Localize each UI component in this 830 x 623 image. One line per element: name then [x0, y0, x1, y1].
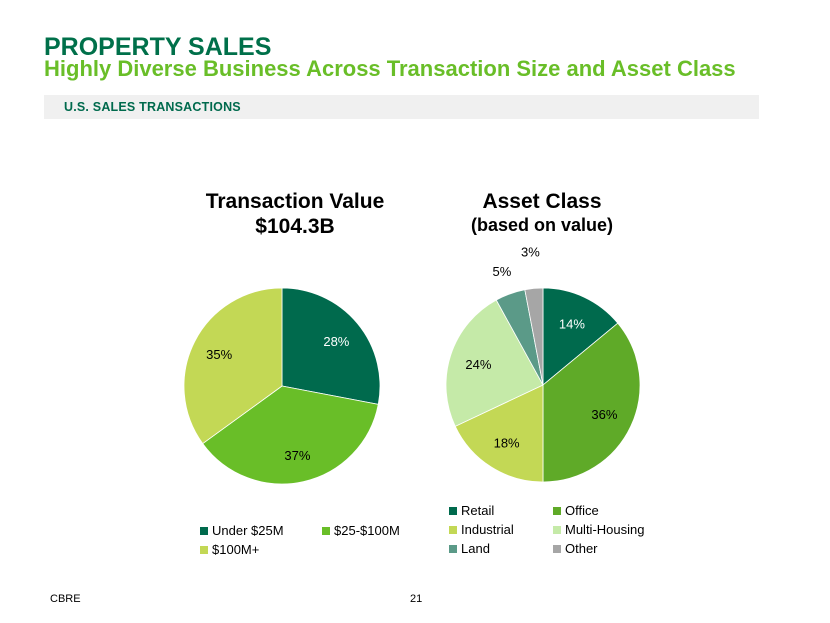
pie-slice [445, 299, 544, 427]
legend-swatch [200, 545, 208, 554]
legend-transaction-value: Under $25M $25-$100M $100M+ [200, 522, 442, 558]
legend-item: Under $25M [200, 522, 322, 539]
legend-item: Retail [449, 502, 553, 519]
pie-slice [524, 287, 544, 386]
pie-data-label: 36% [591, 407, 617, 422]
pie-data-label: 37% [284, 448, 310, 463]
pie-slice [542, 287, 619, 386]
pie-slice [202, 385, 379, 485]
chart-title-line: Transaction Value [205, 190, 385, 213]
legend-swatch [553, 506, 561, 515]
legend-label: $25-$100M [334, 523, 400, 538]
page-number: 21 [410, 593, 423, 605]
page-title: PROPERTY SALES [44, 33, 272, 61]
chart-subtitle-line: $104.3B [255, 215, 335, 238]
legend-swatch [449, 506, 457, 515]
pie-data-label: 35% [206, 347, 232, 362]
page-subtitle: Highly Diverse Business Across Transacti… [44, 56, 736, 81]
section-header-bar: U.S. SALES TRANSACTIONS [44, 95, 759, 119]
pie-data-label: 5% [493, 264, 512, 279]
legend-label: Industrial [461, 522, 514, 537]
legend-item: Multi-Housing [553, 521, 673, 538]
legend-item: Other [553, 540, 673, 557]
pie-data-label: 18% [494, 435, 520, 450]
pie-slice [183, 287, 283, 445]
pie-slice [542, 322, 641, 483]
pie-data-label: 24% [465, 357, 491, 372]
section-label: U.S. SALES TRANSACTIONS [64, 100, 241, 114]
legend-item: Industrial [449, 521, 553, 538]
chart-title-line: Asset Class [482, 190, 602, 213]
pie-slice [454, 384, 544, 483]
legend-label: Retail [461, 503, 495, 518]
legend-swatch [449, 525, 457, 534]
pie-data-label: 28% [323, 334, 349, 349]
chart-subtitle-line: (based on value) [470, 215, 614, 235]
legend-label: $100M+ [212, 542, 260, 557]
chart-title-transaction-value: Transaction Value $104.3B [195, 189, 395, 239]
legend-swatch [322, 526, 330, 535]
legend-asset-class: Retail Office Industrial Multi-Housing Land O… [449, 502, 673, 557]
legend-swatch [200, 526, 208, 535]
pie-data-label: 14% [559, 317, 585, 332]
legend-item: $25-$100M [322, 522, 442, 539]
pie-chart-1: 14% 36% 18% 24% 5% 3% [445, 245, 641, 483]
legend-item: Land [449, 540, 553, 557]
pie-slice [281, 287, 381, 405]
chart-title-asset-class: Asset Class (based on value) [442, 189, 642, 237]
legend-item: Office [553, 502, 673, 519]
pie-chart-0: 28% 37% 35% [183, 287, 381, 485]
legend-label: Office [565, 503, 599, 518]
legend-label: Under $25M [212, 523, 284, 538]
legend-label: Multi-Housing [565, 522, 645, 537]
footer-brand: CBRE [50, 593, 81, 605]
legend-item: $100M+ [200, 541, 322, 558]
pie-data-label: 3% [521, 245, 540, 260]
legend-swatch [553, 544, 561, 553]
legend-label: Other [565, 541, 598, 556]
legend-label: Land [461, 541, 490, 556]
legend-swatch [449, 544, 457, 553]
legend-swatch [553, 525, 561, 534]
